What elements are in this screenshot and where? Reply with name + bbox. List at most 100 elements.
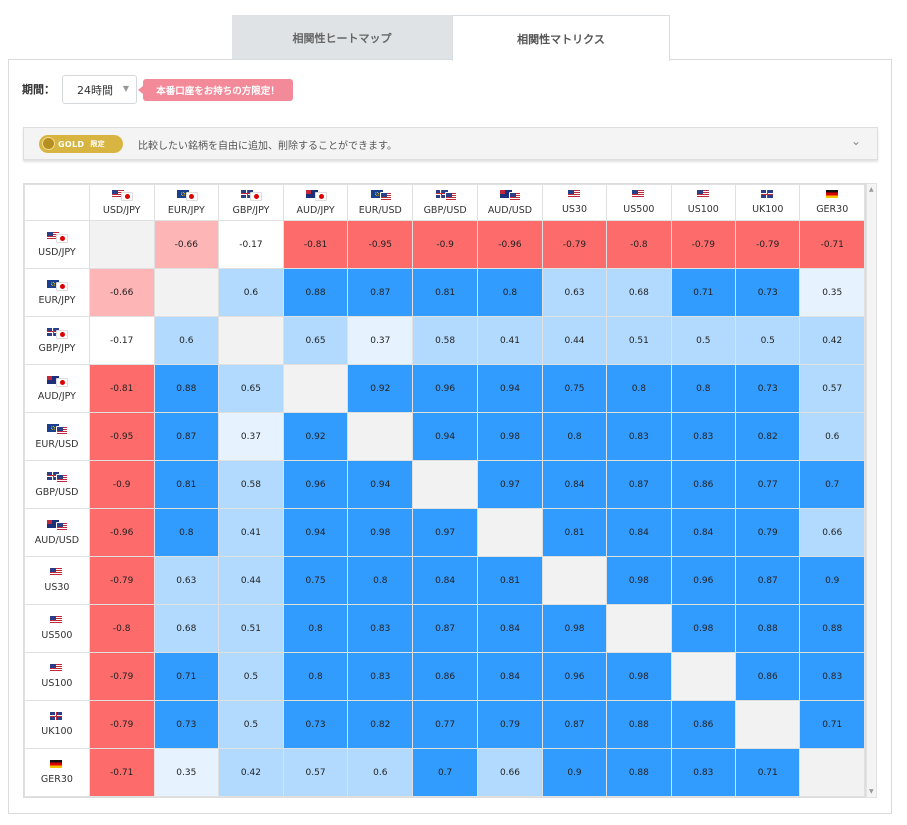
gold-badge-label: GOLD [58, 139, 85, 149]
column-header-label: US100 [687, 204, 719, 215]
matrix-cell: 0.81 [412, 268, 479, 317]
matrix-cell: 0.6 [153, 316, 220, 365]
matrix-cell: 0.94 [412, 412, 479, 461]
jp-flag-icon [315, 191, 328, 201]
matrix-cell: 0.58 [412, 316, 479, 365]
gb-flag-icon [50, 712, 63, 721]
matrix-cell: 0.96 [670, 556, 737, 605]
tab-heatmap[interactable]: 相関性ヒートマップ [232, 15, 452, 60]
expand-chevron-icon[interactable]: ⌄ [850, 134, 861, 148]
matrix-row: US100 -0.79 0.71 0.5 0.8 0.83 0.86 0.84 0.96 0.98… [24, 652, 865, 701]
matrix-cell: -0.95 [88, 412, 155, 461]
row-header-label: AUD/JPY [37, 390, 76, 402]
eu-flag-icon [370, 189, 383, 198]
matrix-cell: 0.5 [735, 316, 801, 365]
matrix-cell: 0.98 [670, 604, 737, 653]
matrix-row: AUD/USD -0.96 0.8 0.41 0.94 0.98 0.97 0.81 0.84 0… [24, 508, 865, 557]
matrix-cell: 0.63 [541, 268, 608, 317]
scroll-up-icon[interactable]: ▲ [869, 186, 874, 193]
us-flag-icon [568, 190, 581, 199]
matrix-cell: 0.66 [799, 508, 865, 557]
jp-flag-icon [56, 329, 69, 339]
correlation-matrix: USD/JPY EUR/JPY GBP/JPY AUD/JPY EUR/USD GBP/U… [23, 183, 866, 798]
matrix-cell: 0.83 [347, 604, 414, 653]
matrix-cell-diagonal [88, 220, 155, 269]
period-select[interactable]: 24時間 ▼ [62, 75, 137, 104]
matrix-row: EUR/JPY -0.66 0.6 0.88 0.87 0.81 0.8 0.63 0.68 0.… [24, 268, 865, 317]
us-flag-icon [444, 191, 457, 201]
matrix-cell: 0.44 [541, 316, 608, 365]
matrix-cell: 0.81 [541, 508, 608, 557]
gb-flag-icon [435, 189, 448, 198]
matrix-cell: 0.84 [606, 508, 672, 557]
matrix-cell: 0.7 [799, 460, 865, 509]
matrix-cell: 0.83 [606, 412, 672, 461]
matrix-cell: 0.6 [799, 412, 865, 461]
matrix-corner [24, 184, 90, 221]
matrix-cell: 0.8 [347, 556, 414, 605]
matrix-cell: 0.42 [218, 748, 284, 797]
matrix-cell: 0.8 [670, 364, 737, 413]
matrix-cell: -0.66 [88, 268, 155, 317]
matrix-cell: 0.86 [412, 652, 479, 701]
scroll-down-icon[interactable]: ▼ [869, 788, 874, 795]
column-header-label: AUD/USD [487, 204, 533, 216]
matrix-cell: 0.5 [218, 652, 284, 701]
matrix-cell: 0.51 [606, 316, 672, 365]
eu-flag-icon [47, 423, 60, 432]
matrix-cell: 0.88 [606, 748, 672, 797]
column-header: US500 [606, 184, 672, 221]
matrix-cell: 0.81 [153, 460, 220, 509]
row-header: GER30 [24, 748, 90, 797]
eu-flag-icon [47, 279, 60, 288]
jp-flag-icon [56, 377, 69, 387]
matrix-cell: 0.94 [477, 364, 543, 413]
matrix-cell: 0.87 [606, 460, 672, 509]
matrix-row: US30 -0.79 0.63 0.44 0.75 0.8 0.84 0.81 0.98 0.96… [24, 556, 865, 605]
matrix-cell: 0.77 [735, 460, 801, 509]
matrix-cell-diagonal [153, 268, 220, 317]
column-header-label: GBP/JPY [232, 204, 270, 216]
matrix-cell: 0.68 [606, 268, 672, 317]
gold-feature-text: 比較したい銘柄を自由に追加、削除することができます。 [138, 141, 397, 152]
matrix-row: AUD/JPY -0.81 0.88 0.65 0.92 0.96 0.94 0.75 0.8 0… [24, 364, 865, 413]
matrix-cell: -0.81 [88, 364, 155, 413]
us-flag-icon [50, 616, 63, 625]
row-header: AUD/JPY [24, 364, 90, 413]
matrix-cell: 0.88 [735, 604, 801, 653]
promo-badge: 本番口座をお持ちの方限定！ [138, 79, 293, 101]
matrix-cell: 0.8 [153, 508, 220, 557]
matrix-cell: -0.8 [88, 604, 155, 653]
matrix-cell: 0.83 [670, 412, 737, 461]
gold-feature-bar[interactable]: GOLD 限定 比較したい銘柄を自由に追加、削除することができます。 ⌄ [23, 127, 878, 160]
matrix-cell: 0.86 [670, 700, 737, 749]
matrix-cell: 0.37 [218, 412, 284, 461]
de-flag-icon [50, 760, 63, 769]
matrix-cell: -0.79 [88, 700, 155, 749]
matrix-cell-diagonal [347, 412, 414, 461]
eu-jp-flag-icon [176, 189, 198, 201]
column-header-label: GBP/USD [423, 204, 467, 216]
us-flag-icon [50, 568, 63, 576]
matrix-cell: 0.83 [347, 652, 414, 701]
us-flag-icon [50, 568, 63, 577]
matrix-cell: 0.98 [347, 508, 414, 557]
jp-flag-icon [185, 191, 198, 201]
matrix-cell: 0.66 [477, 748, 543, 797]
matrix-cell: -0.79 [735, 220, 801, 269]
us-flag-icon [50, 664, 63, 673]
matrix-cell: -0.96 [88, 508, 155, 557]
row-header-label: GBP/JPY [38, 342, 76, 354]
matrix-scrollbar[interactable]: ▲ ▼ [866, 183, 877, 798]
us-flag-icon [568, 190, 581, 198]
us-flag-icon [56, 473, 69, 483]
tab-matrix[interactable]: 相関性マトリクス [452, 15, 670, 61]
row-header-label: EUR/USD [35, 438, 79, 450]
us-flag-icon [56, 425, 69, 435]
matrix-cell-diagonal [799, 748, 865, 797]
matrix-cell-diagonal [735, 700, 801, 749]
period-label: 期間： [22, 83, 55, 96]
matrix-cell: 0.98 [477, 412, 543, 461]
eu-us-flag-icon [370, 189, 392, 201]
matrix-cell: 0.57 [799, 364, 865, 413]
